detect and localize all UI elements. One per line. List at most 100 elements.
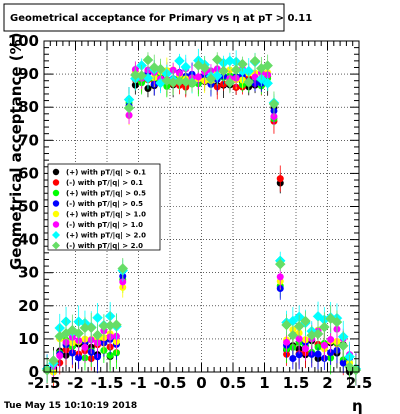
chart-title: Geometrical acceptance for Primary vs η …: [10, 13, 312, 24]
y-tick-label: 80: [18, 98, 39, 116]
x-tick-label: 1.5: [283, 374, 310, 392]
y-tick-label: 50: [18, 198, 39, 216]
data-point: [276, 273, 284, 281]
data-point: [283, 338, 291, 346]
legend-entry: (-) with pT/|q| > 1.0: [66, 221, 143, 230]
legend-entry: (+) with pT/|q| > 1.0: [66, 211, 146, 220]
data-point: [300, 315, 311, 327]
data-point: [268, 98, 280, 110]
data-point: [123, 102, 135, 114]
data-point: [301, 345, 309, 353]
data-point: [327, 336, 335, 344]
legend-entry: (+) with pT/|q| > 2.0: [66, 232, 146, 241]
data-point: [249, 55, 261, 67]
data-point: [73, 328, 85, 339]
x-tick-label: 0: [196, 374, 206, 392]
data-point: [155, 63, 166, 75]
data-point: [194, 73, 202, 81]
data-point: [295, 335, 303, 343]
title-box: [3, 3, 285, 32]
y-tick-label: 20: [18, 297, 39, 315]
data-point: [281, 319, 292, 331]
x-tick-label: -1.5: [91, 374, 124, 392]
data-point: [318, 321, 330, 333]
data-point: [106, 351, 114, 359]
legend-entry: (+) with pT/|q| > 0.1: [66, 169, 146, 178]
legend-entry: (-) with pT/|q| > 0.5: [66, 200, 143, 209]
legend-marker: [52, 179, 60, 186]
legend-marker: [52, 189, 60, 197]
data-point: [295, 351, 303, 359]
timestamp: Tue May 15 10:10:19 2018: [4, 401, 137, 411]
data-point: [92, 312, 103, 324]
y-tick-label: 90: [18, 65, 39, 83]
data-point: [237, 58, 248, 70]
data-point: [339, 359, 347, 367]
y-tick-label: 30: [18, 264, 39, 282]
data-point: [85, 322, 97, 334]
y-tick-label: 10: [18, 330, 39, 348]
data-point: [205, 73, 217, 85]
axis-ticks: [43, 40, 360, 373]
data-point: [314, 350, 322, 358]
x-tick-label: -2: [67, 374, 84, 392]
data-point: [276, 175, 284, 183]
data-point: [117, 263, 129, 274]
data-point: [211, 54, 223, 65]
legend-marker: [52, 210, 60, 218]
legend-marker: [52, 200, 60, 207]
legend-marker: [52, 221, 60, 228]
data-point: [274, 258, 286, 270]
data-point: [293, 320, 305, 332]
data-point: [289, 354, 297, 362]
y-tick-label: 0: [29, 363, 39, 381]
data-point: [119, 278, 127, 286]
data-point: [75, 354, 83, 362]
x-tick-label: -1: [130, 374, 147, 392]
legend-marker: [52, 231, 60, 239]
legend-entry: (+) with pT/|q| > 0.5: [66, 190, 146, 199]
x-tick-label: 0.5: [220, 374, 247, 392]
legend-entry: (-) with pT/|q| > 0.1: [66, 179, 143, 188]
data-point: [224, 77, 236, 89]
legend-marker: [52, 241, 60, 250]
x-tick-label: -2.5: [28, 374, 61, 392]
data-point: [56, 352, 64, 360]
data-point: [218, 65, 229, 77]
legend-box: [47, 163, 161, 251]
y-tick-label: 40: [18, 231, 39, 249]
data-point: [337, 340, 349, 352]
y-tick-label: 60: [18, 164, 39, 182]
x-tick-label: 2: [322, 374, 332, 392]
data-point: [186, 77, 198, 89]
data-point: [312, 328, 324, 340]
x-tick-label: -0.5: [154, 374, 187, 392]
x-tick-labels: -2.5 -2 -1.5 -1 -0.5 0 0.5 1 1.5 2 2.5: [28, 374, 373, 392]
legend-entry: (-) with pT/|q| > 2.0: [66, 242, 143, 251]
data-point: [48, 355, 59, 366]
x-axis-title: η: [352, 397, 363, 414]
data-point: [174, 55, 185, 67]
data-point: [243, 76, 255, 88]
data-point: [262, 60, 274, 71]
data-point: [331, 316, 343, 328]
data-point: [92, 329, 103, 341]
x-tick-label: 2.5: [346, 374, 373, 392]
y-axis-title: Geometrical acceptance (%): [7, 33, 25, 271]
legend: (+) with pT/|q| > 0.1(-) with pT/|q| > 0…: [47, 163, 161, 251]
data-point: [142, 54, 154, 66]
data-point: [287, 329, 299, 341]
data-point: [199, 62, 211, 74]
data-point: [262, 77, 274, 89]
data-point: [81, 343, 89, 351]
data-point: [136, 70, 148, 81]
data-point: [270, 113, 278, 121]
legend-marker: [52, 168, 60, 176]
y-tick-labels: 0 10 20 30 40 50 60 70 80 90 100: [8, 32, 39, 381]
data-point: [320, 341, 328, 349]
data-points: [41, 48, 362, 389]
data-point: [111, 319, 122, 331]
data-point: [230, 64, 242, 76]
